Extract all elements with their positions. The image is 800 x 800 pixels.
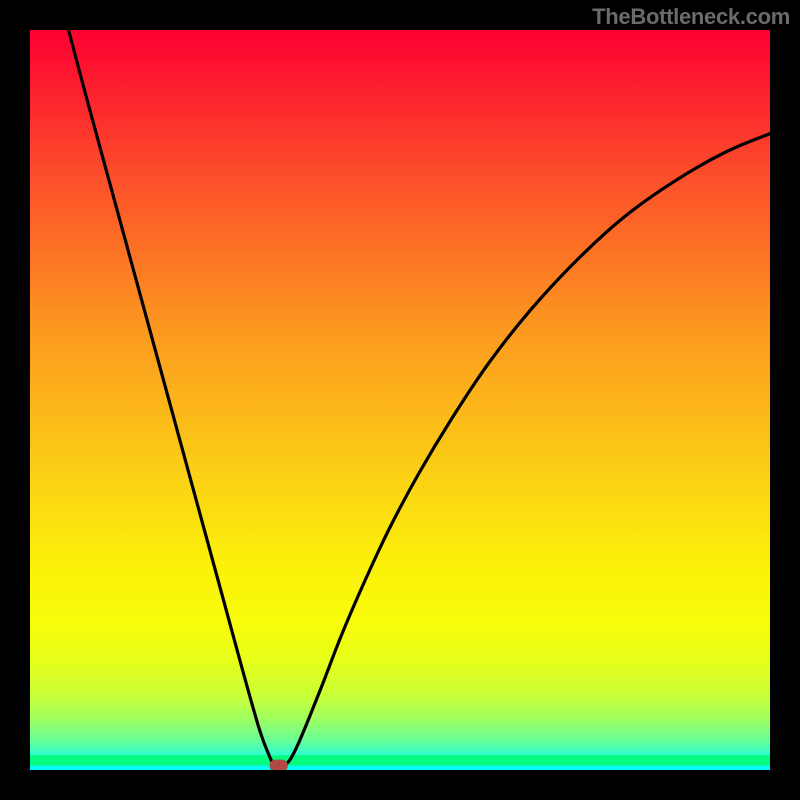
minimum-marker [269, 760, 288, 770]
gradient-background [30, 30, 770, 770]
chart-outer-frame: TheBottleneck.com [0, 0, 800, 800]
green-band [30, 755, 770, 765]
plot-svg [30, 30, 770, 770]
watermark-text: TheBottleneck.com [592, 4, 790, 30]
plot-area [30, 30, 770, 770]
